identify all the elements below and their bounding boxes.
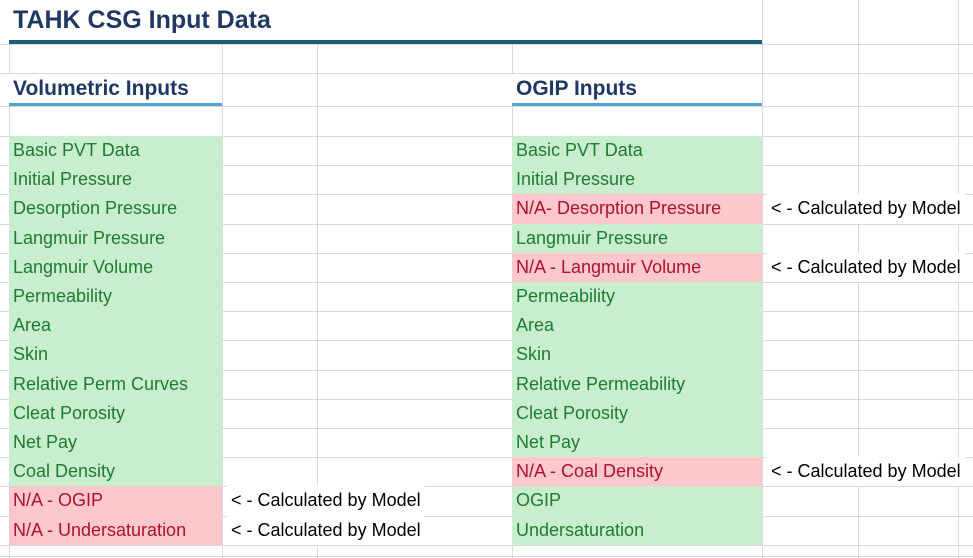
gridline bbox=[0, 556, 973, 557]
calculated-by-model-note[interactable]: < - Calculated by Model bbox=[227, 515, 425, 545]
gridline bbox=[0, 223, 973, 225]
gridline bbox=[0, 106, 973, 107]
input-cell[interactable]: Relative Perm Curves bbox=[9, 369, 222, 399]
gridline bbox=[0, 44, 973, 45]
gridline bbox=[0, 398, 973, 400]
input-cell[interactable]: Undersaturation bbox=[512, 515, 762, 545]
calculated-by-model-note[interactable]: < - Calculated by Model bbox=[767, 457, 965, 487]
input-cell[interactable]: N/A - Langmuir Volume bbox=[512, 252, 762, 282]
calculated-by-model-note[interactable]: < - Calculated by Model bbox=[767, 252, 965, 282]
input-cell[interactable]: Initial Pressure bbox=[9, 165, 222, 195]
input-cell[interactable]: Langmuir Volume bbox=[9, 252, 222, 282]
calculated-by-model-note[interactable]: < - Calculated by Model bbox=[767, 194, 965, 224]
gridline bbox=[0, 544, 973, 546]
gridline bbox=[0, 136, 973, 137]
input-cell[interactable]: Initial Pressure bbox=[512, 165, 762, 195]
input-cell[interactable]: Permeability bbox=[9, 282, 222, 312]
input-cell[interactable]: N/A - Undersaturation bbox=[9, 515, 222, 545]
gridline bbox=[0, 515, 973, 517]
input-cell[interactable]: Net Pay bbox=[9, 428, 222, 458]
gridline bbox=[0, 311, 973, 313]
input-cell[interactable]: Desorption Pressure bbox=[9, 194, 222, 224]
input-cell[interactable]: Basic PVT Data bbox=[9, 136, 222, 166]
input-cell[interactable]: Permeability bbox=[512, 282, 762, 312]
input-cell[interactable]: Skin bbox=[512, 340, 762, 370]
input-cell[interactable]: Basic PVT Data bbox=[512, 136, 762, 166]
input-cell[interactable]: Coal Density bbox=[9, 457, 222, 487]
input-cell[interactable]: Cleat Porosity bbox=[9, 398, 222, 428]
input-cell[interactable]: Skin bbox=[9, 340, 222, 370]
gridline bbox=[317, 0, 318, 558]
gridline bbox=[0, 282, 973, 283]
input-cell[interactable]: N/A - Coal Density bbox=[512, 457, 762, 487]
column-header-volumetric[interactable]: Volumetric Inputs bbox=[9, 74, 222, 106]
input-cell[interactable]: Area bbox=[512, 311, 762, 341]
input-cell[interactable]: OGIP bbox=[512, 486, 762, 516]
gridline bbox=[0, 369, 973, 371]
input-cell[interactable]: Langmuir Pressure bbox=[9, 223, 222, 253]
gridline bbox=[0, 165, 973, 167]
calculated-by-model-note[interactable]: < - Calculated by Model bbox=[227, 486, 425, 516]
gridline bbox=[0, 252, 973, 254]
input-cell[interactable]: Relative Permeability bbox=[512, 369, 762, 399]
input-cell[interactable]: Net Pay bbox=[512, 428, 762, 458]
column-header-ogip[interactable]: OGIP Inputs bbox=[512, 74, 762, 106]
input-cell[interactable]: Area bbox=[9, 311, 222, 341]
input-cell[interactable]: Langmuir Pressure bbox=[512, 223, 762, 253]
gridline bbox=[762, 0, 763, 558]
gridline bbox=[222, 0, 223, 558]
sheet-title[interactable]: TAHK CSG Input Data bbox=[9, 0, 762, 44]
gridline bbox=[0, 486, 973, 488]
gridline bbox=[0, 194, 973, 196]
input-cell[interactable]: N/A- Desorption Pressure bbox=[512, 194, 762, 224]
gridline bbox=[0, 73, 973, 74]
input-cell[interactable]: Cleat Porosity bbox=[512, 398, 762, 428]
gridline bbox=[0, 457, 973, 459]
input-cell[interactable]: N/A - OGIP bbox=[9, 486, 222, 516]
gridline bbox=[0, 428, 973, 429]
gridline bbox=[0, 340, 973, 342]
